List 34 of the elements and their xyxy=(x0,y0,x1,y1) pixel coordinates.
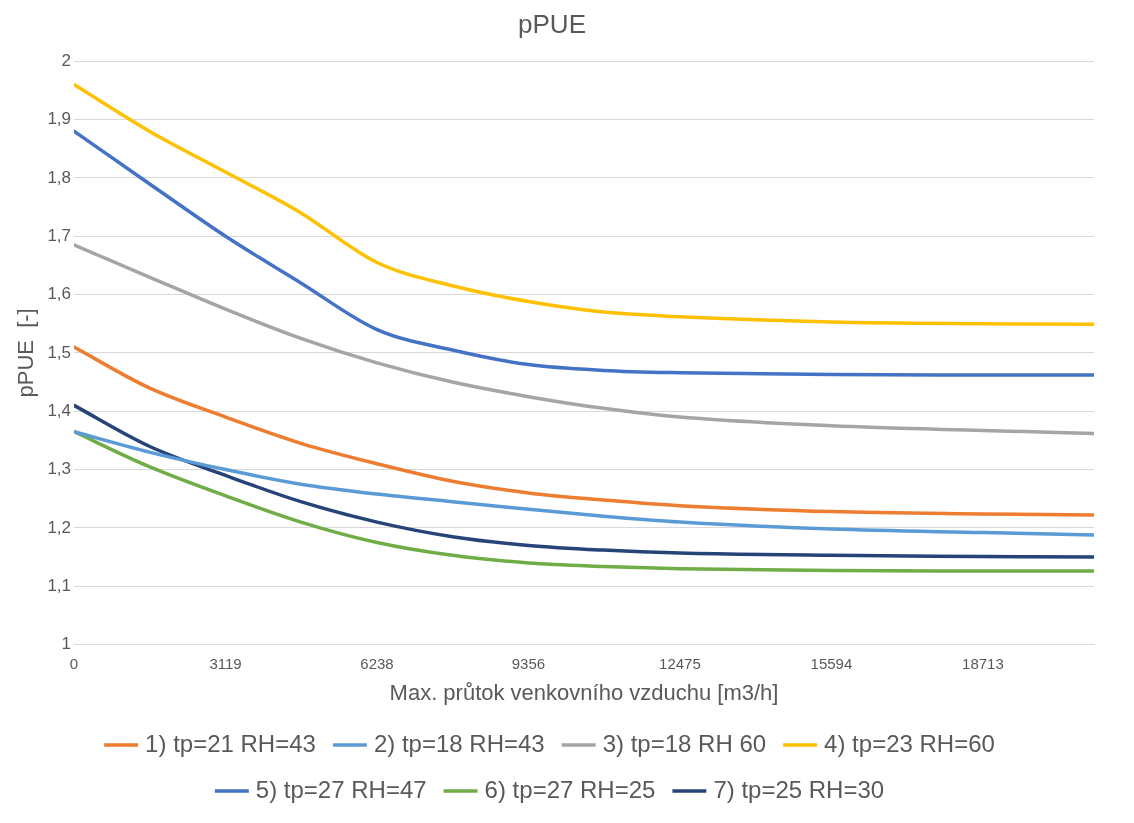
legend-label: 7) tp=25 RH=30 xyxy=(713,775,885,803)
x-tick-label: 6238 xyxy=(360,654,394,672)
x-axis-title: Max. průtok venkovního vzduchu [m3/h] xyxy=(389,679,779,705)
legend-label: 4) tp=23 RH=60 xyxy=(824,729,995,757)
y-tick-label: 1,8 xyxy=(47,167,72,187)
line-series xyxy=(74,403,1094,559)
chart-title: pPUE xyxy=(518,8,586,39)
line-series xyxy=(74,129,1094,377)
y-tick-label: 1,9 xyxy=(47,109,72,129)
x-tick-label: 12475 xyxy=(659,654,701,672)
y-tick-label: 1,4 xyxy=(47,400,72,420)
y-tick-label: 1 xyxy=(61,634,72,654)
y-axis-title: pPUE [-] xyxy=(13,308,39,398)
y-tick-label: 1,5 xyxy=(47,342,72,362)
line-series xyxy=(74,345,1094,517)
legend-label: 6) tp=27 RH=25 xyxy=(484,775,656,803)
x-tick-label: 15594 xyxy=(810,654,853,672)
x-tick-label: 0 xyxy=(69,654,79,672)
x-tick-label: 18713 xyxy=(962,654,1004,672)
y-tick-label: 1,2 xyxy=(47,517,72,537)
legend-label: 1) tp=21 RH=43 xyxy=(145,729,316,757)
line-series xyxy=(74,82,1094,327)
x-tick-label: 3119 xyxy=(209,654,242,672)
y-tick-label: 1,3 xyxy=(47,459,72,479)
line-series xyxy=(74,243,1094,436)
line-series xyxy=(74,429,1094,537)
y-tick-label: 1,1 xyxy=(47,575,72,595)
y-tick-label: 2 xyxy=(61,50,72,70)
y-tick-label: 1,7 xyxy=(47,225,72,245)
x-tick-label: 9356 xyxy=(511,654,546,672)
legend-label: 5) tp=27 RH=47 xyxy=(255,775,427,803)
legend-label: 3) tp=18 RH 60 xyxy=(602,729,767,757)
legend-label: 2) tp=18 RH=43 xyxy=(373,729,545,757)
y-tick-label: 1,6 xyxy=(47,284,72,304)
